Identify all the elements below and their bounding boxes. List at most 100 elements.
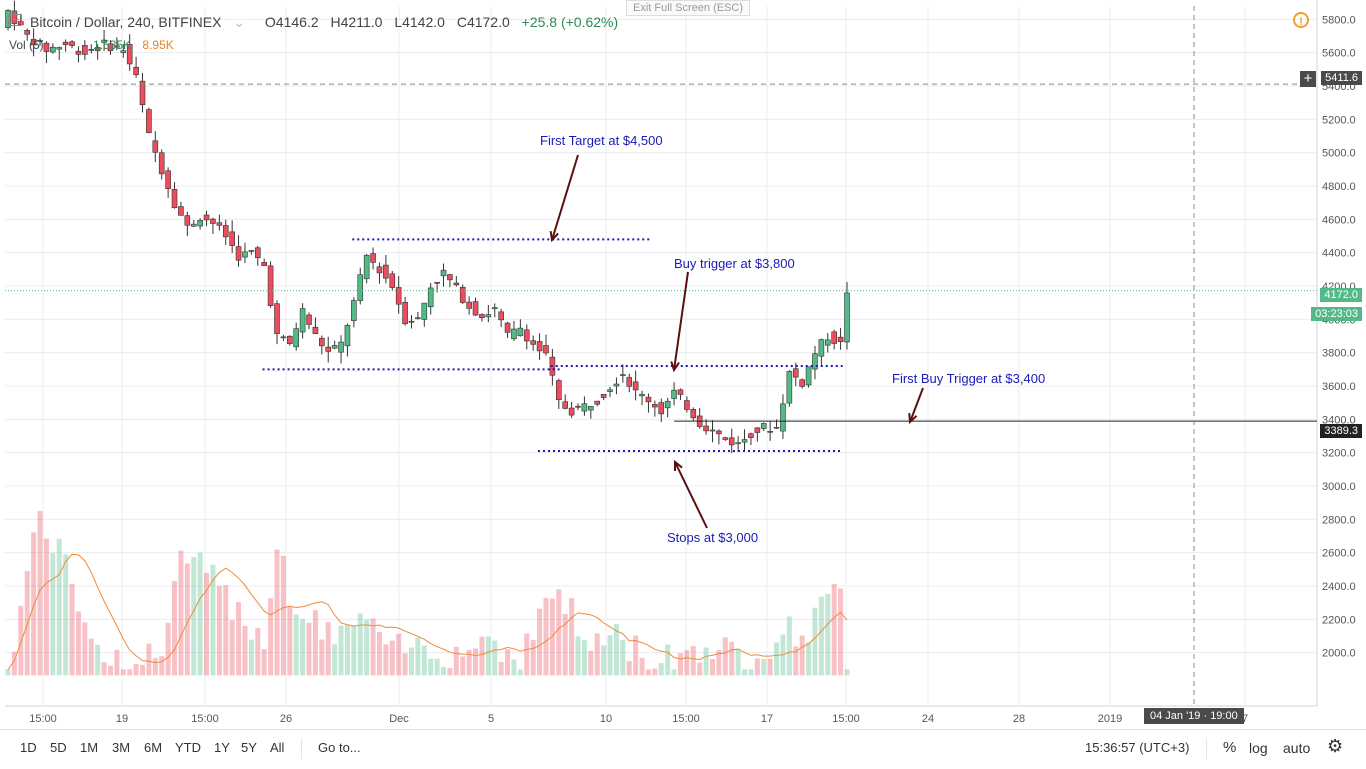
volume-bar [492, 640, 498, 676]
volume-bar [434, 658, 440, 676]
volume-bar [255, 627, 261, 676]
volume-bar [466, 649, 472, 676]
volume-bar [735, 648, 741, 676]
volume-label[interactable]: Vol (5) [9, 38, 44, 52]
annotation-arrow-head [670, 361, 680, 373]
x-tick-label: 15:00 [672, 713, 700, 725]
range-3m-button[interactable]: 3M [112, 740, 131, 755]
x-tick-label: Dec [389, 713, 409, 725]
volume-bar [287, 607, 293, 676]
gear-icon[interactable]: ⚙ [1327, 736, 1344, 756]
clock-display[interactable]: 15:36:57 (UTC+3) [1085, 740, 1190, 755]
chevron-down-icon[interactable]: ⌄ [233, 14, 246, 30]
volume-bar [325, 622, 331, 676]
x-tick-label: 2019 [1098, 713, 1122, 725]
volume-bar [569, 598, 575, 676]
volume-bar [75, 611, 81, 676]
volume-bar [56, 538, 62, 676]
annotation-buy-trigger[interactable]: Buy trigger at $3,800 [674, 256, 795, 271]
volume-bar [11, 651, 17, 676]
annotation-stops[interactable]: Stops at $3,000 [667, 530, 759, 545]
candle-down [459, 286, 466, 303]
candle-up [120, 50, 127, 53]
volume-bar [447, 668, 453, 676]
volume-bar [799, 635, 805, 676]
y-tick-label: 3800.0 [1322, 348, 1356, 360]
volume-bar [274, 549, 280, 676]
candle-up [818, 339, 825, 357]
x-tick-label: 15:00 [29, 713, 57, 725]
range-6m-button[interactable]: 6M [144, 740, 163, 755]
candle-down [453, 282, 460, 286]
candle-up [363, 255, 370, 280]
symbol-title[interactable]: Bitcoin / Dollar, 240, BITFINEX [30, 14, 222, 30]
range-1d-button[interactable]: 1D [20, 740, 37, 755]
range-5y-button[interactable]: 5Y [241, 740, 257, 755]
candle-down [504, 322, 511, 333]
candle-down [178, 206, 184, 216]
candle-up [639, 393, 645, 397]
annotation-arrow-head [549, 230, 559, 243]
warning-icon[interactable]: ! [1293, 12, 1309, 28]
y-tick-label: 2800.0 [1322, 514, 1356, 526]
annotation-first-buy-trigger[interactable]: First Buy Trigger at $3,400 [892, 371, 1046, 386]
volume-bar [511, 659, 517, 676]
range-1m-button[interactable]: 1M [80, 740, 99, 755]
y-tick-label: 2600.0 [1322, 548, 1356, 560]
annotation-arrow-head [908, 412, 918, 425]
auto-scale-button[interactable]: auto [1283, 740, 1311, 756]
candle-up [440, 269, 447, 277]
range-ytd-button[interactable]: YTD [175, 740, 201, 755]
volume-bar [95, 644, 101, 676]
volume-bar [204, 572, 210, 676]
candle-down [498, 311, 504, 321]
candle-up [415, 317, 421, 320]
volume-bar [473, 648, 479, 676]
annotation-first-target[interactable]: First Target at $4,500 [540, 133, 663, 148]
volume-bar [786, 616, 792, 676]
candle-down [594, 400, 601, 405]
volume-bar [31, 532, 37, 676]
volume-bar [498, 662, 504, 676]
y-tick-label: 2200.0 [1322, 614, 1356, 626]
volume-bar [37, 511, 43, 676]
candle-down [722, 437, 729, 440]
candle-down [530, 340, 536, 345]
open-value: O4146.2 [264, 14, 319, 30]
x-tick-label: 19 [116, 713, 128, 725]
log-scale-button[interactable]: log [1249, 740, 1268, 756]
candle-down [229, 231, 235, 246]
volume-bar [767, 658, 773, 676]
volume-bar [370, 618, 376, 676]
toolbar-divider [301, 739, 302, 759]
volume-bar [818, 596, 824, 676]
range-1y-button[interactable]: 1Y [214, 740, 230, 755]
candle-down [267, 265, 274, 306]
candle-down [677, 389, 684, 395]
volume-bar [421, 645, 427, 676]
add-alert-icon[interactable]: + [1300, 71, 1316, 87]
price-chart[interactable]: 5800.05600.05400.05200.05000.04800.04600… [0, 0, 1366, 729]
volume-bar [428, 658, 434, 676]
candle-up [491, 307, 498, 310]
candle-up [357, 274, 364, 301]
candle-down [254, 247, 261, 259]
exit-fullscreen-button[interactable]: Exit Full Screen (ESC) [626, 0, 751, 16]
volume-bar [139, 664, 145, 676]
chart-header: Bitcoin / Dollar, 240, BITFINEX ⌄ O4146.… [30, 14, 626, 31]
volume-value-1: 1.535K [93, 38, 132, 52]
volume-bar [716, 650, 722, 676]
percent-scale-button[interactable]: % [1223, 739, 1237, 756]
candle-down [24, 30, 31, 35]
range-all-button[interactable]: All [270, 740, 285, 755]
volume-bar [626, 661, 632, 676]
menu-icon[interactable] [8, 14, 22, 26]
candle-down [184, 215, 191, 226]
y-tick-label: 2000.0 [1322, 648, 1356, 660]
range-5d-button[interactable]: 5D [50, 740, 67, 755]
goto-button[interactable]: Go to... [318, 740, 361, 755]
volume-bar [236, 602, 242, 676]
volume-bar [658, 663, 664, 676]
candle-down [75, 50, 82, 55]
